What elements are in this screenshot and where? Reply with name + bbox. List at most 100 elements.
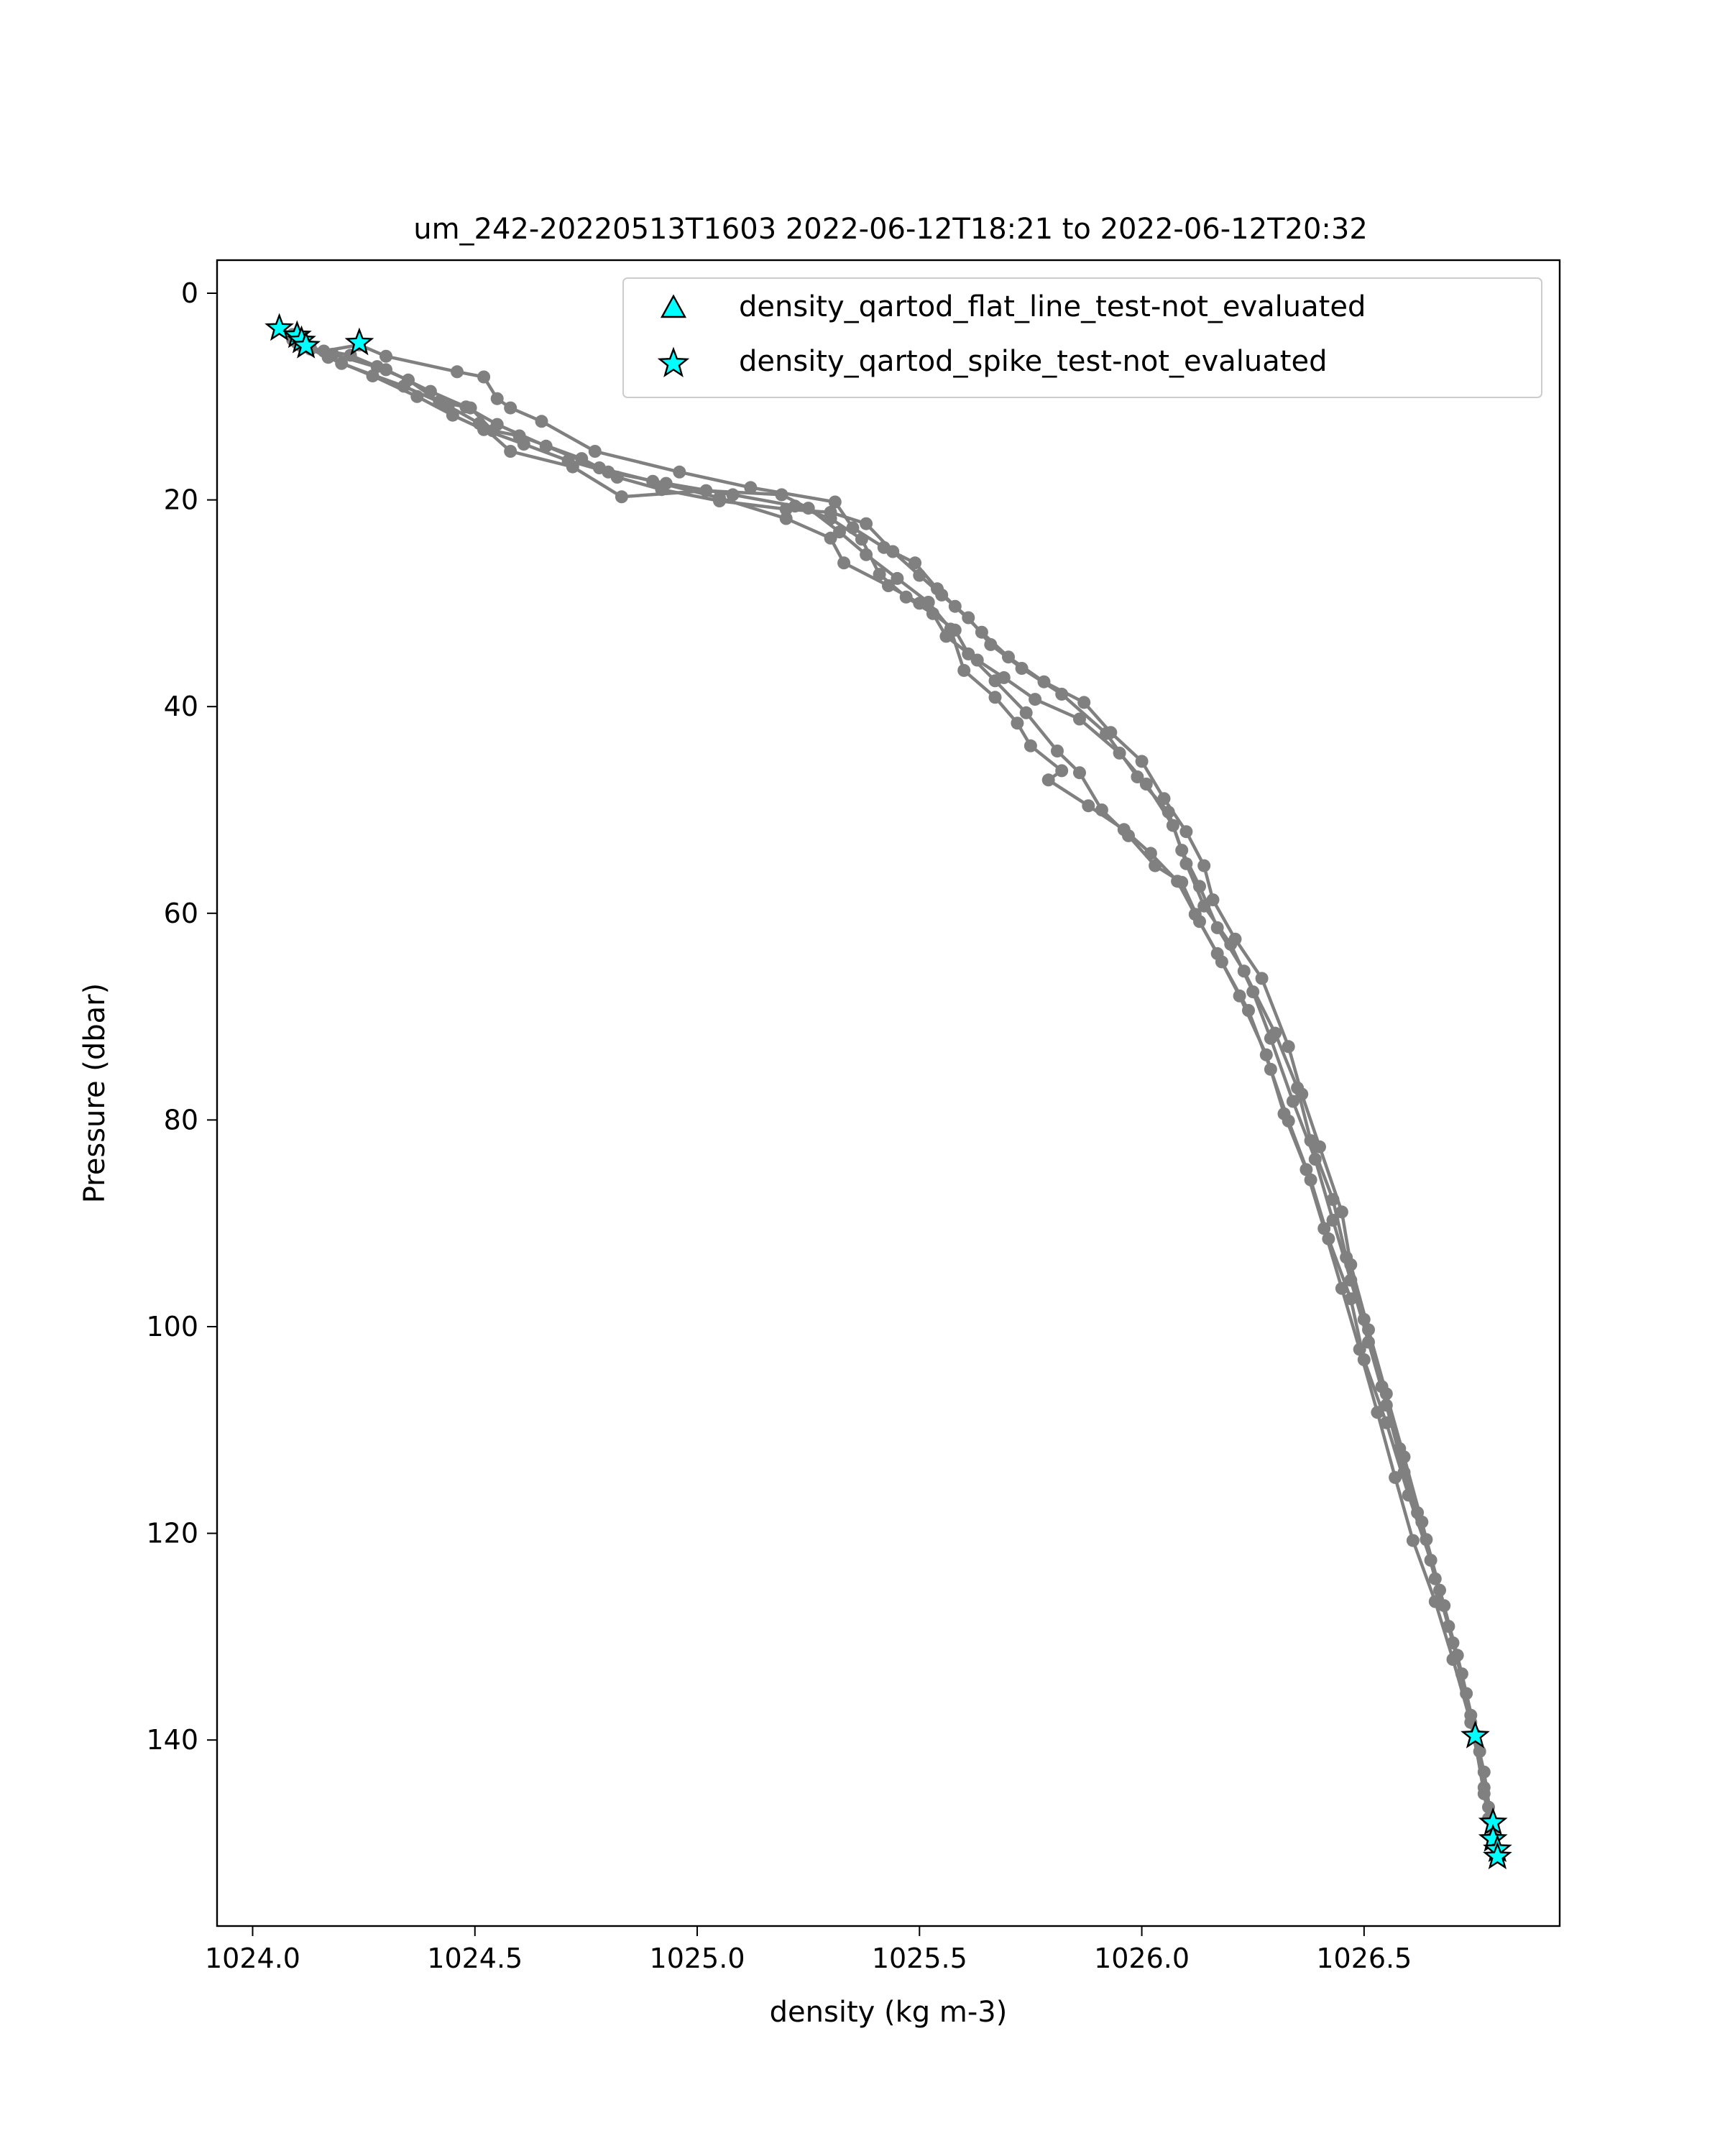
data-point	[535, 415, 548, 428]
data-point	[1041, 773, 1055, 787]
x-axis-label: density (kg m-3)	[770, 1996, 1008, 2029]
profile-line	[305, 343, 1491, 1819]
data-point	[882, 579, 895, 592]
y-tick-label: 40	[164, 691, 198, 722]
legend: density_qartod_flat_line_test-not_evalua…	[622, 277, 1542, 398]
spike-flag-star	[1460, 1720, 1490, 1749]
data-point	[335, 356, 349, 370]
data-point	[1402, 1488, 1415, 1502]
data-point	[441, 399, 455, 413]
data-point	[935, 588, 949, 602]
data-point	[873, 568, 886, 581]
data-point	[1055, 764, 1069, 778]
legend-triangle-marker	[660, 294, 687, 318]
profile-line	[278, 326, 1499, 1858]
profile-line	[309, 347, 1499, 1851]
data-point	[1477, 1781, 1491, 1795]
data-point	[1166, 819, 1179, 832]
data-point	[1082, 799, 1095, 813]
legend-label-flat-line: density_qartod_flat_line_test-not_evalua…	[739, 290, 1366, 323]
data-point	[1335, 1205, 1348, 1219]
data-point	[1131, 770, 1144, 783]
data-point	[860, 548, 873, 561]
legend-star-marker	[657, 346, 690, 377]
spike-flag-star	[264, 313, 294, 341]
data-point	[1353, 1342, 1366, 1356]
data-point	[891, 571, 904, 585]
data-point	[962, 647, 975, 660]
data-point	[1428, 1595, 1442, 1608]
flag-series	[264, 313, 1512, 1869]
profile-line	[296, 341, 1495, 1832]
data-point	[646, 474, 660, 488]
data-point	[472, 417, 486, 430]
data-point	[1255, 972, 1269, 985]
data-point	[1100, 727, 1113, 740]
data-point	[490, 418, 504, 431]
profile-series	[286, 333, 1500, 1849]
legend-frame	[622, 277, 1542, 398]
data-point	[860, 517, 873, 530]
profile-series	[299, 338, 1495, 1825]
data-point	[1446, 1653, 1460, 1666]
data-point	[504, 401, 518, 415]
x-tick-label: 1026.5	[1316, 1943, 1412, 1974]
data-point	[1171, 875, 1184, 888]
data-point	[1224, 937, 1238, 951]
data-point	[1019, 706, 1033, 719]
legend-entry-spike: density_qartod_spike_test-not_evaluated	[657, 345, 1327, 378]
data-point	[397, 379, 410, 393]
data-point	[1344, 1273, 1358, 1287]
data-point	[1406, 1534, 1420, 1547]
plot-frame	[216, 259, 1561, 1927]
data-point	[1024, 739, 1037, 752]
data-point	[1308, 1153, 1322, 1166]
data-point	[1282, 1040, 1295, 1054]
y-tick-label: 0	[181, 277, 198, 309]
data-point	[1197, 899, 1211, 913]
data-point	[490, 392, 504, 405]
plot-area	[264, 313, 1512, 1869]
y-axis-label: Pressure (dbar)	[78, 983, 111, 1203]
data-point	[1300, 1163, 1313, 1176]
legend-label-spike: density_qartod_spike_test-not_evaluated	[739, 345, 1327, 378]
data-point	[1379, 1399, 1393, 1412]
data-point	[1055, 687, 1069, 701]
data-point	[1371, 1406, 1384, 1419]
data-point	[779, 512, 793, 525]
data-point	[459, 400, 473, 414]
profile-series	[290, 336, 1500, 1838]
data-point	[957, 663, 971, 677]
data-point	[855, 533, 868, 546]
data-point	[1277, 1107, 1291, 1120]
y-tick-label: 20	[164, 484, 198, 516]
profile-series	[303, 342, 1504, 1856]
x-tick-label: 1024.0	[205, 1943, 300, 1974]
data-point	[1113, 746, 1126, 760]
data-point	[1362, 1335, 1375, 1349]
x-tick-label: 1024.5	[427, 1943, 523, 1974]
data-point	[1291, 1081, 1305, 1095]
data-point	[744, 481, 758, 494]
data-point	[713, 491, 726, 505]
data-point	[1051, 745, 1064, 757]
data-point	[539, 439, 553, 453]
data-point	[1210, 946, 1224, 960]
data-point	[1344, 1292, 1358, 1306]
data-point	[1077, 696, 1091, 709]
data-point	[1197, 859, 1211, 872]
data-point	[908, 556, 922, 570]
data-point	[566, 460, 579, 474]
data-point	[988, 674, 1002, 688]
data-point	[988, 691, 1002, 704]
legend-entry-flat-line: density_qartod_flat_line_test-not_evalua…	[660, 290, 1366, 323]
data-point	[1326, 1213, 1340, 1227]
data-point	[1144, 847, 1157, 860]
data-point	[775, 488, 788, 502]
data-point	[1073, 712, 1086, 726]
y-tick-label: 100	[146, 1311, 198, 1342]
data-point	[1326, 1193, 1340, 1207]
data-point	[801, 502, 815, 515]
chart-title: um_242-20220513T1603 2022-06-12T18:21 to…	[413, 213, 1368, 246]
